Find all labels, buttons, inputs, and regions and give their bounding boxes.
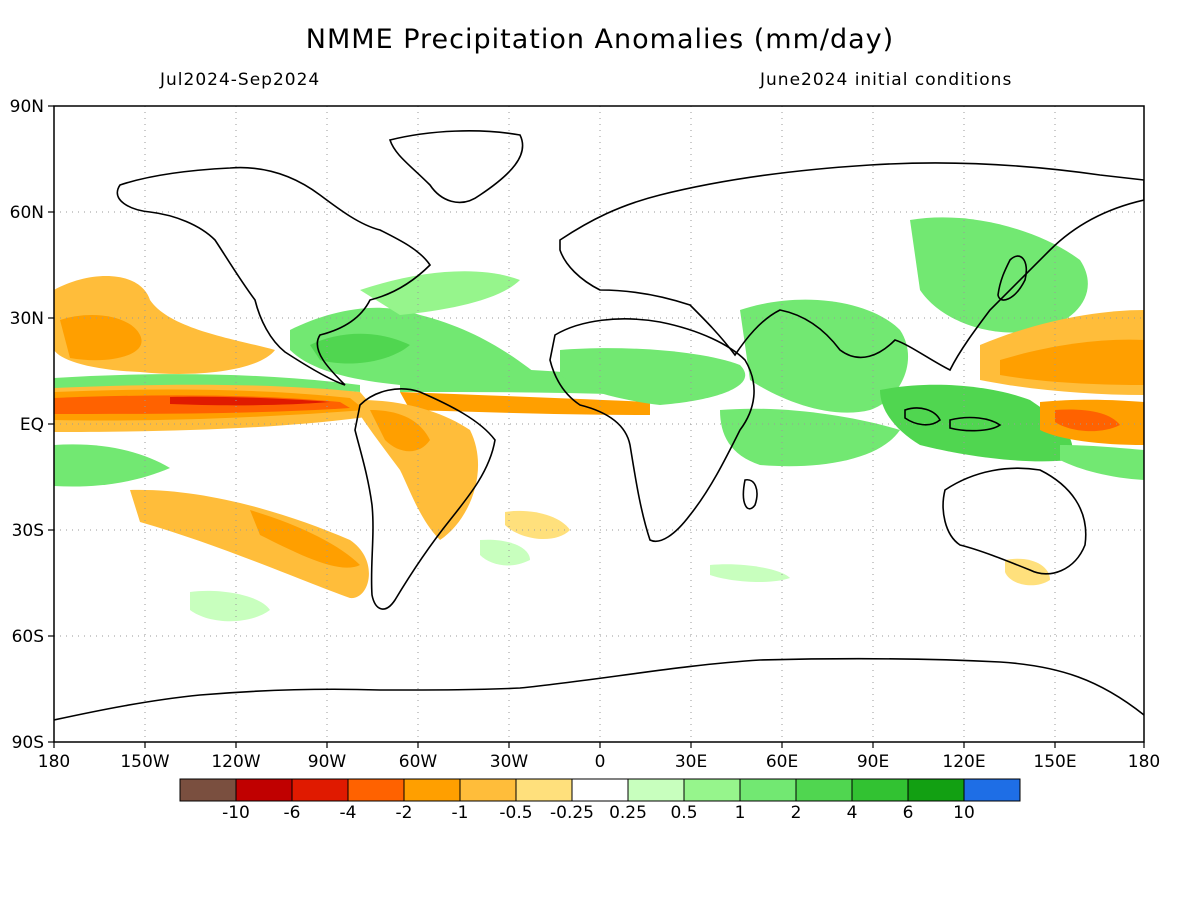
lat-ticks: [48, 105, 54, 743]
colorbar-swatch: [795, 778, 853, 802]
colorbar-swatch: [963, 778, 1021, 802]
lon-label: 150W: [120, 752, 169, 772]
colorbar-label: -0.5: [499, 803, 532, 823]
colorbar-label: 4: [847, 803, 858, 823]
wet-north-atlantic: [360, 271, 520, 315]
wet-caribbean-core: [310, 333, 410, 364]
lat-label: 60N: [10, 203, 44, 223]
wet-indian-monsoon: [740, 299, 909, 413]
colorbar-swatch: [571, 778, 629, 802]
dry-south-pacific-core: [250, 510, 360, 568]
coast-australia: [942, 467, 1087, 575]
coast-south-america: [354, 388, 496, 610]
wet-southern-ocean-2: [480, 539, 530, 566]
lat-label: 30S: [12, 521, 44, 541]
coastlines: [54, 130, 1144, 721]
lon-label: 60W: [399, 752, 438, 772]
coast-madagascar: [742, 479, 758, 510]
lat-label: EQ: [20, 415, 44, 435]
colorbar-label: -1: [452, 803, 469, 823]
coast-greenland: [388, 130, 524, 204]
lat-labels: 90N 60N 30N EQ 30S 60S 90S: [10, 97, 44, 753]
colorbar-label: 0.25: [609, 803, 647, 823]
colorbar-swatch: [291, 778, 349, 802]
forecast-period: Jul2024-Sep2024: [160, 70, 321, 90]
colorbar-label: -10: [222, 803, 250, 823]
lat-label: 60S: [12, 627, 44, 647]
wet-maritime-continent: [880, 384, 1073, 462]
coast-africa: [549, 318, 755, 542]
colorbar-label: -4: [340, 803, 357, 823]
colorbar-swatch: [515, 778, 573, 802]
colorbar-swatch: [179, 778, 237, 802]
coast-eurasia: [559, 162, 1144, 372]
wet-pacific-south: [54, 444, 170, 487]
dry-west-pacific-core: [1000, 339, 1144, 385]
lon-label: 150E: [1033, 752, 1076, 772]
lon-label: 180: [38, 752, 70, 772]
colorbar-swatch: [459, 778, 517, 802]
colorbar-swatch: [907, 778, 965, 802]
colorbar-label: -6: [284, 803, 301, 823]
lon-label: 90W: [308, 752, 347, 772]
colorbar-label: 2: [791, 803, 802, 823]
lon-labels: 180 150W 120W 90W 60W 30W 0 30E 60E 90E …: [38, 752, 1160, 772]
coast-indonesia: [904, 407, 1002, 432]
coast-antarctica: [54, 657, 1144, 721]
wet-east-asia: [910, 217, 1088, 333]
colorbar-swatch: [403, 778, 461, 802]
colorbar-labels: -10 -6 -4 -2 -1 -0.5 -0.25 0.25 0.5 1 2 4 6 10: [222, 803, 975, 823]
initial-conditions: June2024 initial conditions: [760, 70, 1013, 90]
lon-label: 30E: [675, 752, 707, 772]
lon-label: 120W: [211, 752, 260, 772]
wet-pacific-north: [54, 374, 360, 392]
coast-japan: [997, 255, 1028, 301]
dry-ne-pacific-core: [60, 315, 142, 361]
coast-north-america: [116, 166, 432, 386]
dry-south-pacific: [130, 489, 369, 599]
wet-sahel: [560, 348, 746, 405]
colorbar-swatch: [851, 778, 909, 802]
colorbar-label: 6: [903, 803, 914, 823]
lat-label: 30N: [10, 309, 44, 329]
colorbar-label: 0.5: [670, 803, 697, 823]
map-title: NMME Precipitation Anomalies (mm/day): [305, 24, 895, 55]
anomaly-fields: [54, 217, 1144, 622]
colorbar-swatch: [627, 778, 685, 802]
lon-label: 30W: [490, 752, 529, 772]
lon-label: 180: [1128, 752, 1160, 772]
gridlines: [54, 106, 1144, 742]
colorbar: [179, 778, 1021, 802]
colorbar-swatch: [683, 778, 741, 802]
lon-label: 90E: [857, 752, 889, 772]
colorbar-label: 10: [953, 803, 975, 823]
lon-label: 60E: [766, 752, 798, 772]
colorbar-swatch: [235, 778, 293, 802]
colorbar-label: 1: [735, 803, 746, 823]
colorbar-label: -0.25: [550, 803, 594, 823]
dry-band-max: [170, 396, 330, 406]
lat-label: 90S: [12, 733, 44, 753]
wet-southern-ocean-1: [190, 590, 270, 622]
colorbar-swatch: [347, 778, 405, 802]
wet-southern-ocean-3: [710, 564, 790, 582]
lon-ticks: [53, 742, 1145, 748]
wet-west-pacific-south: [1060, 445, 1144, 480]
lon-label: 0: [595, 752, 606, 772]
dry-south-atlantic: [505, 510, 570, 540]
lat-label: 90N: [10, 97, 44, 117]
dry-south-america-core: [370, 410, 430, 452]
wet-indian-ocean: [720, 408, 900, 467]
colorbar-swatch: [739, 778, 797, 802]
dry-atlantic-equator: [400, 392, 650, 415]
lon-label: 120E: [942, 752, 985, 772]
colorbar-label: -2: [396, 803, 413, 823]
dry-west-pacific-eq-core: [1055, 409, 1120, 432]
